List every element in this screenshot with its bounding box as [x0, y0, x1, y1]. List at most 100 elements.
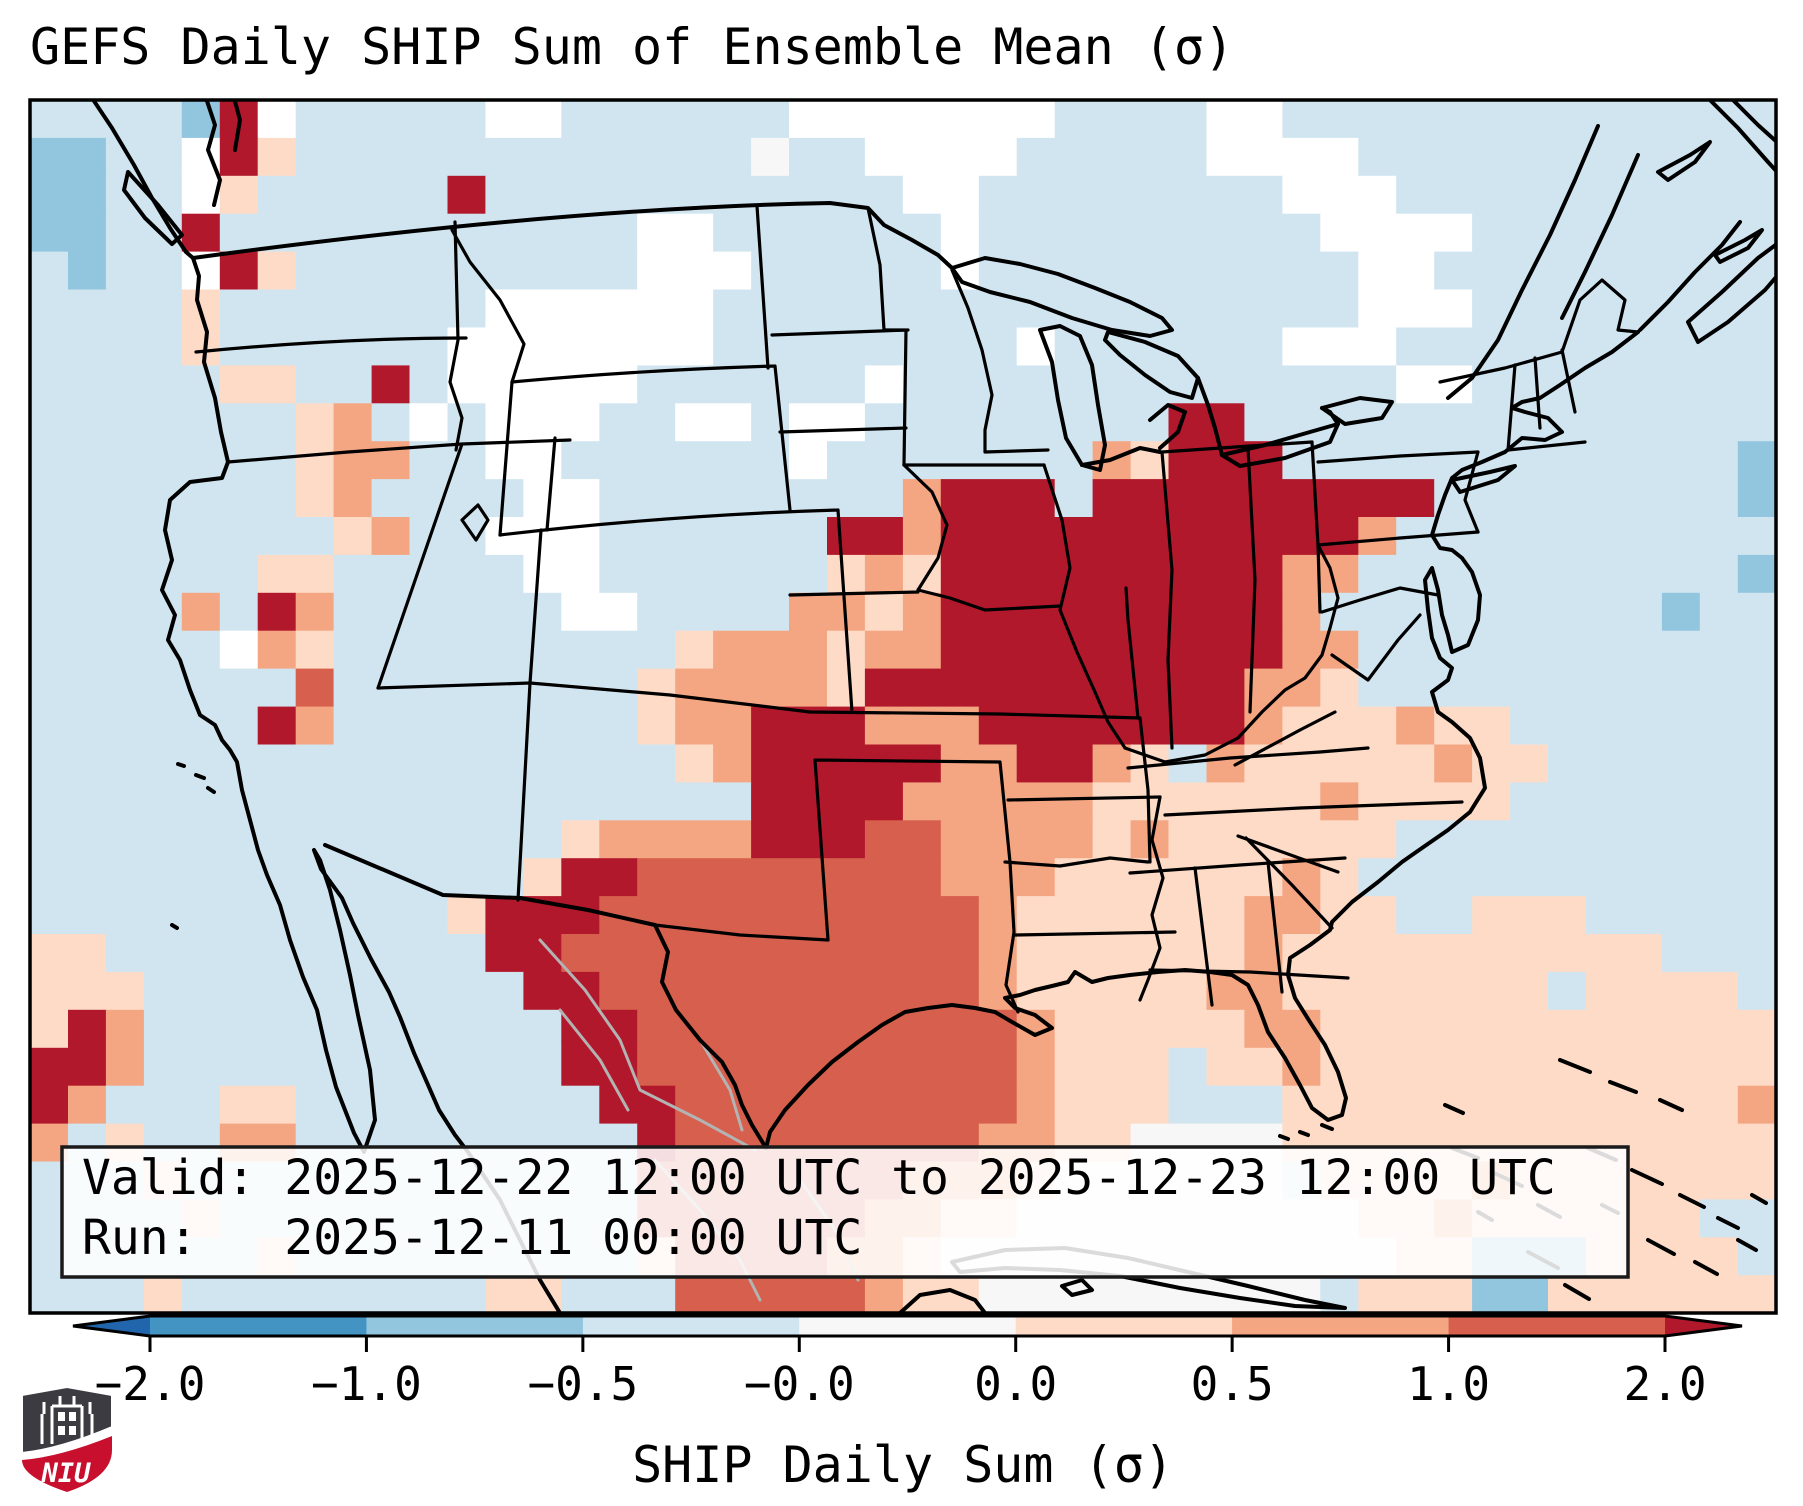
raster-cell	[30, 668, 297, 708]
state-border-layer	[194, 204, 1640, 1014]
raster-cell	[864, 554, 904, 594]
colorbar-under-arrow	[73, 1316, 150, 1336]
raster-cell	[1586, 971, 1739, 1011]
colorbar: −2.0 −1.0 −0.5 −0.0 0.0 0.5 1.0 2.0	[72, 1314, 1743, 1411]
raster-cell	[30, 213, 107, 253]
raster-cell	[30, 820, 562, 859]
raster-cell	[447, 403, 487, 442]
raster-cell	[599, 971, 980, 1011]
raster-cell	[864, 668, 1246, 708]
raster-cell	[30, 1009, 69, 1049]
raster-cell	[257, 251, 297, 291]
raster-cell	[1396, 820, 1776, 859]
raster-cell	[30, 289, 183, 329]
raster-cell	[599, 403, 676, 442]
raster-cell	[1737, 1085, 1776, 1125]
raster-cell	[1282, 1085, 1739, 1125]
raster-cell	[1358, 289, 1473, 329]
raster-cell	[1737, 479, 1776, 518]
niu-logo: NIU	[21, 1385, 113, 1494]
raster-cell	[1358, 630, 1776, 670]
raster-cell	[1320, 668, 1359, 708]
raster-cell	[409, 403, 449, 442]
raster-cell	[181, 213, 221, 253]
raster-cell	[447, 896, 487, 935]
raster-cell	[940, 517, 1359, 556]
raster-cell	[30, 934, 107, 973]
colorbar-label: SHIP Daily Sum (σ)	[632, 1436, 1174, 1494]
raster-cell	[675, 1275, 866, 1313]
raster-cell	[1699, 1199, 1776, 1238]
raster-cell	[1282, 706, 1397, 746]
raster-cell	[1054, 327, 1284, 367]
colorbar-tick-label: 0.0	[974, 1357, 1057, 1411]
raster-cell	[1054, 1047, 1170, 1087]
raster-cell	[1282, 592, 1322, 632]
raster-cell	[751, 403, 790, 442]
raster-cell	[257, 137, 297, 177]
raster-cell	[864, 1275, 904, 1313]
raster-cell	[1661, 934, 1776, 973]
raster-cell	[30, 630, 221, 670]
colorbar-segment	[799, 1316, 1017, 1336]
colorbar-segment	[582, 1316, 800, 1336]
raster-cell	[751, 137, 790, 177]
raster-cell	[523, 479, 600, 518]
raster-cell	[143, 1275, 183, 1313]
raster-cell	[30, 137, 107, 177]
raster-cell	[485, 289, 714, 329]
raster-cell	[751, 744, 942, 784]
raster-cell	[1548, 971, 1587, 1011]
raster-cell	[105, 1009, 145, 1049]
raster-cell	[978, 213, 1322, 253]
raster-cell	[1016, 934, 1246, 973]
raster-cell	[561, 592, 638, 632]
raster-cell	[485, 517, 600, 556]
raster-cell	[181, 327, 221, 367]
raster-cell	[295, 137, 752, 177]
raster-cell	[1358, 517, 1397, 556]
raster-cell	[713, 327, 1018, 367]
raster-cell	[447, 327, 714, 367]
raster-cell	[1282, 934, 1663, 973]
raster-cell	[181, 592, 221, 632]
raster-cell	[1396, 365, 1473, 404]
raster-cell	[219, 289, 487, 329]
raster-cell	[30, 517, 335, 556]
raster-cell	[447, 175, 487, 215]
raster-cell	[675, 403, 752, 442]
raster-cell	[1168, 1047, 1208, 1087]
raster-cell	[561, 934, 980, 973]
raster-cell	[1472, 1275, 1549, 1313]
raster-cell	[675, 744, 714, 784]
raster-cell	[219, 592, 259, 632]
raster-cell	[1016, 1085, 1056, 1125]
colorbar-tick-label: −2.0	[95, 1357, 206, 1411]
raster-cell	[257, 100, 297, 139]
raster-cell	[789, 137, 866, 177]
niu-castle-windows	[58, 1412, 76, 1435]
raster-cell	[902, 365, 1397, 404]
raster-cell	[637, 592, 790, 632]
raster-cell	[409, 365, 449, 404]
raster-cell	[789, 441, 828, 480]
raster-cell	[1054, 479, 1094, 518]
raster-cell	[1358, 137, 1776, 177]
raster-cell	[1244, 1009, 1321, 1049]
raster-cell	[143, 1047, 563, 1087]
raster-cell	[940, 554, 1284, 594]
raster-cell	[30, 592, 183, 632]
raster-cell	[257, 630, 297, 670]
raster-cell	[295, 441, 335, 480]
raster-cell	[1358, 1275, 1473, 1313]
raster-cell	[219, 1085, 297, 1125]
raster-cell	[333, 403, 373, 442]
raster-cell	[1320, 213, 1473, 253]
raster-cell	[181, 1275, 487, 1313]
raster-cell	[68, 251, 107, 291]
raster-cell	[295, 365, 373, 404]
raster-cell	[864, 630, 942, 670]
raster-cell	[1472, 213, 1776, 253]
raster-cell	[827, 441, 1094, 480]
raster-cell	[789, 592, 866, 632]
